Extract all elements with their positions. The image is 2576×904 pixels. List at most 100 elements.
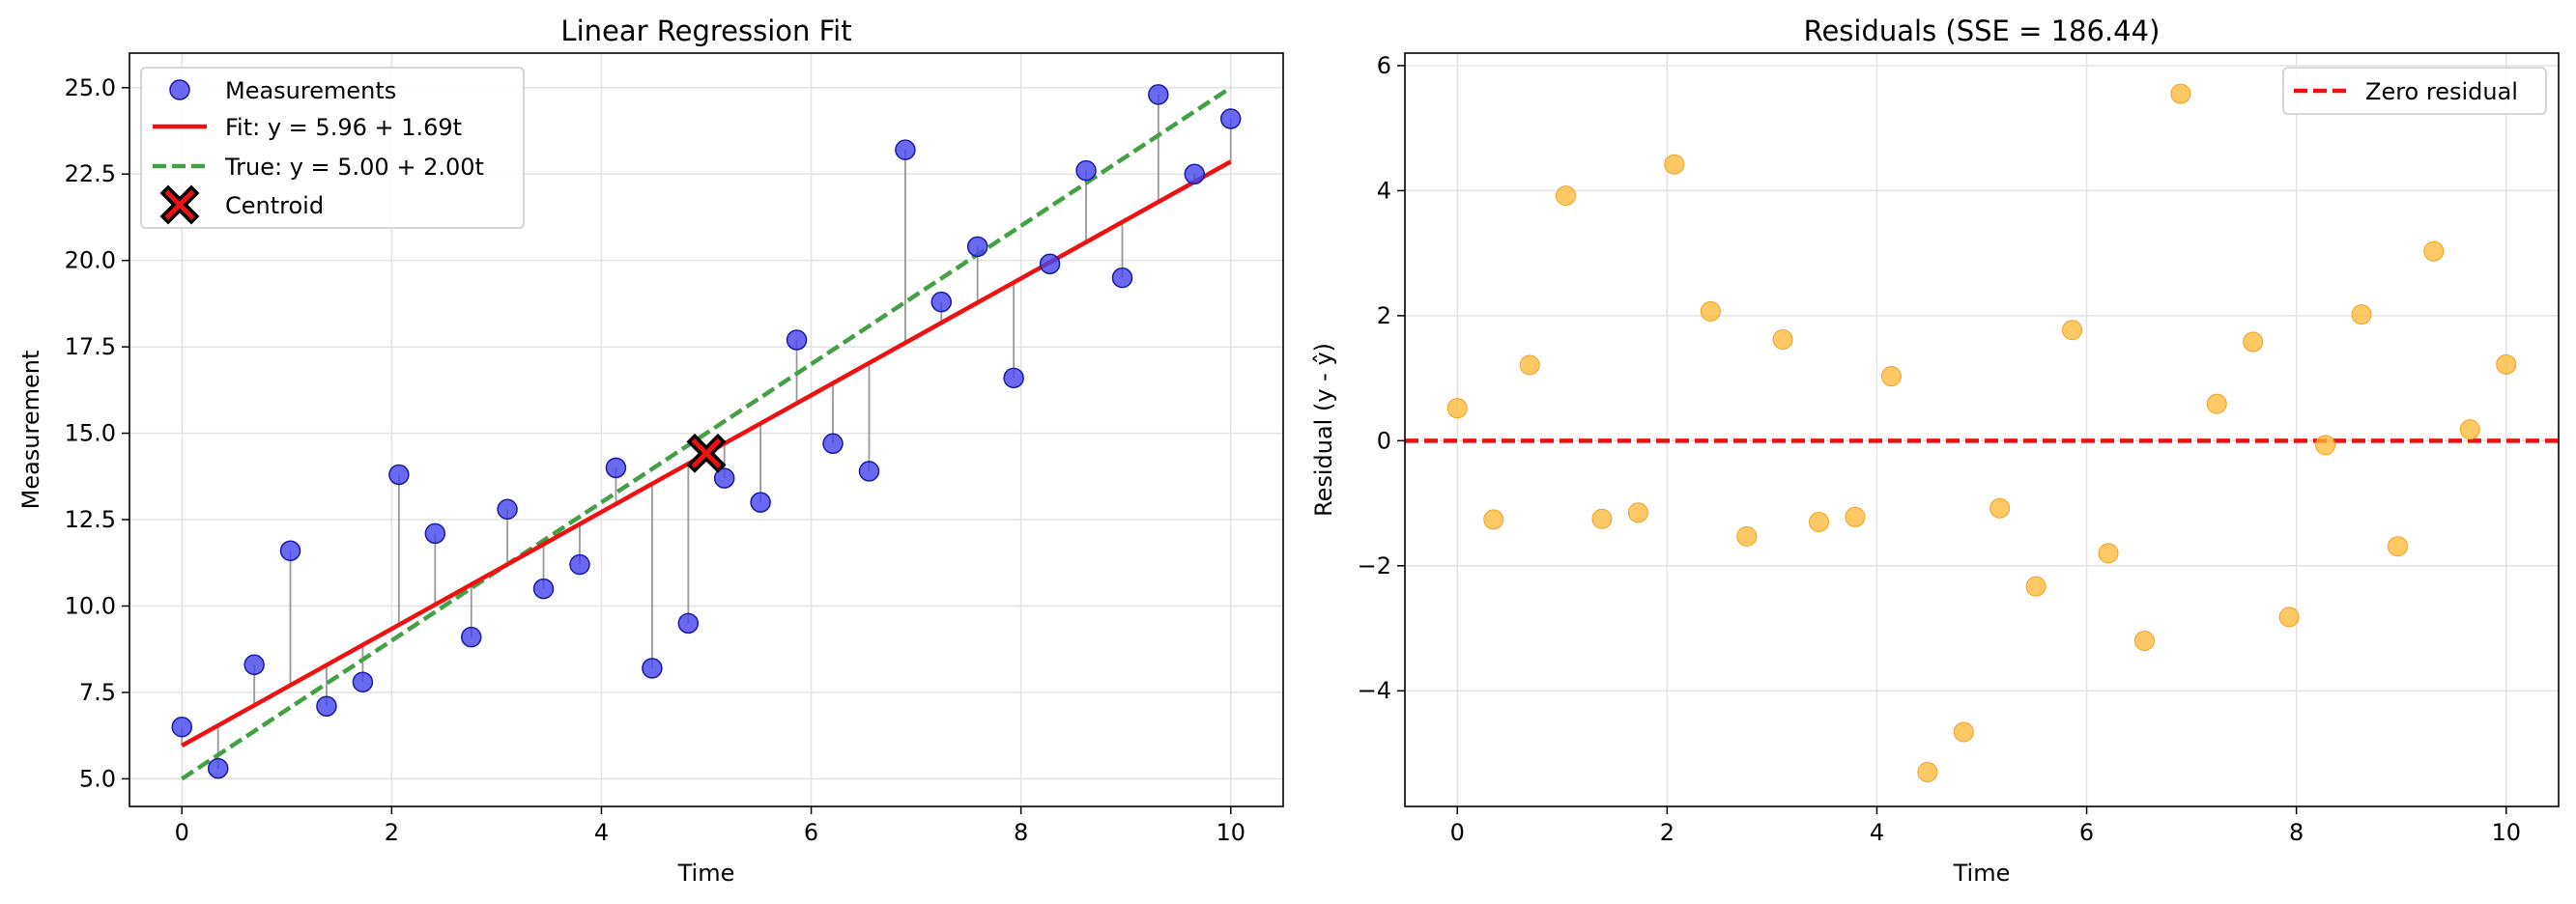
regression-y-tick-label: 25.0 (65, 74, 116, 101)
regression-y-tick-label: 20.0 (65, 247, 116, 274)
measurement-point (352, 671, 374, 692)
regression-y-tick-label: 10.0 (65, 592, 116, 619)
measurement-point (171, 716, 193, 738)
residuals-chart-title: Residuals (SSE = 186.44) (1804, 14, 2161, 47)
legend-centroid-label: Centroid (225, 192, 324, 219)
measurement-point (316, 695, 337, 717)
regression-panel: Linear Regression Fit 0 2 4 6 8 10 5.0 7.5 10.0 1… (17, 14, 1284, 887)
legend-centroid-marker (159, 184, 200, 225)
residual-point (1446, 398, 1468, 419)
measurement-point (930, 291, 953, 313)
residual-point (2243, 331, 2264, 353)
residual-point (1845, 506, 1866, 527)
residual-point (2170, 83, 2191, 104)
measurement-point (279, 540, 301, 561)
residual-point (1700, 300, 1721, 322)
measurement-point (605, 457, 627, 479)
legend-zero-residual-label: Zero residual (2365, 78, 2518, 105)
residuals-legend-frame (2282, 67, 2547, 115)
measurement-point (966, 236, 988, 258)
regression-legend-frame (140, 67, 525, 229)
regression-legend: Measurements Fit: y = 5.96 + 1.69t True:… (140, 67, 525, 229)
residual-point (1627, 502, 1648, 523)
measurement-point (895, 139, 916, 160)
residuals-y-tick-label: −2 (1358, 552, 1391, 579)
legend-measurements-marker (169, 79, 190, 100)
legend-measurements-label: Measurements (225, 77, 396, 104)
regression-chart-title: Linear Regression Fit (560, 14, 851, 47)
regression-axes-frame (129, 52, 1284, 807)
regression-y-tick-label: 15.0 (65, 420, 116, 447)
measurement-point (858, 461, 880, 482)
measurement-point (424, 523, 446, 545)
regression-ticks: 0 2 4 6 8 10 5.0 7.5 10.0 12.5 15.0 17.5 20.0 22.5 25.… (65, 74, 1245, 846)
measurement-point (713, 467, 735, 489)
residual-point (1556, 185, 1577, 207)
measurement-point (786, 329, 808, 351)
true-line (181, 85, 1232, 781)
residual-point (2496, 353, 2517, 375)
residuals-grid (1405, 53, 2559, 806)
residuals-y-tick-label: 6 (1377, 52, 1391, 79)
residuals-x-tick-label: 6 (2079, 819, 2094, 846)
regression-x-tick-label: 2 (385, 819, 399, 846)
measurement-point (532, 578, 555, 600)
residuals-plot-area (1405, 83, 2559, 782)
residual-point (2278, 607, 2300, 628)
residual-point (1989, 497, 2011, 519)
residuals-x-tick-label: 8 (2289, 819, 2304, 846)
residuals-y-tick-label: −4 (1358, 677, 1391, 704)
residuals-x-axis-label: Time (1953, 860, 2011, 887)
regression-y-tick-label: 5.0 (79, 765, 116, 792)
residuals-x-tick-label: 10 (2491, 819, 2521, 846)
regression-y-tick-label: 7.5 (79, 679, 116, 706)
residual-point (2351, 304, 2372, 325)
measurement-point (1075, 159, 1097, 182)
residual-point (2025, 576, 2046, 597)
centroid-marker (686, 433, 727, 473)
regression-x-axis-label: Time (677, 860, 735, 887)
measurement-point (1219, 108, 1242, 129)
measurement-point (497, 498, 518, 521)
measurement-point (207, 757, 229, 779)
measurement-point (822, 433, 844, 455)
residual-point (2315, 435, 2336, 456)
regression-x-tick-label: 10 (1216, 819, 1245, 846)
residuals-y-tick-label: 2 (1377, 302, 1391, 329)
regression-x-tick-label: 6 (804, 819, 818, 846)
residual-point (2387, 536, 2408, 557)
regression-y-tick-label: 12.5 (65, 506, 116, 533)
residual-point (2133, 630, 2155, 651)
residual-point (1519, 354, 1540, 376)
measurement-point (460, 626, 482, 648)
residuals-x-tick-label: 4 (1870, 819, 1884, 846)
measurement-point (1111, 267, 1133, 289)
residual-point (1953, 721, 1974, 743)
residual-point (1736, 525, 1758, 547)
measurement-point (569, 553, 590, 576)
residuals-ticks: 0 2 4 6 8 10 −4 −2 0 2 4 6 (1358, 52, 2521, 846)
residuals-y-tick-label: 0 (1377, 427, 1391, 454)
measurement-point (1148, 84, 1169, 105)
measurement-point (243, 654, 265, 676)
regression-plot-area (171, 84, 1242, 781)
residual-point (2098, 543, 2119, 564)
residuals-x-tick-label: 2 (1660, 819, 1674, 846)
residual-point (1483, 509, 1504, 530)
measurement-point (388, 464, 410, 486)
measurement-point (1039, 253, 1061, 275)
measurement-point (642, 658, 663, 679)
measurement-point (750, 492, 771, 513)
residuals-x-tick-label: 0 (1450, 819, 1465, 846)
residuals-y-tick-label: 4 (1377, 177, 1391, 204)
residual-point (2423, 240, 2445, 262)
residual-point (1772, 328, 1793, 350)
residual-point (2459, 419, 2480, 440)
residual-point (1880, 366, 1902, 387)
residual-point (1591, 508, 1613, 529)
residual-point (1664, 154, 1685, 175)
measurement-point (677, 612, 700, 635)
residuals-legend: Zero residual (2282, 67, 2547, 115)
regression-y-tick-label: 22.5 (65, 160, 116, 187)
legend-fit-label: Fit: y = 5.96 + 1.69t (225, 114, 462, 141)
